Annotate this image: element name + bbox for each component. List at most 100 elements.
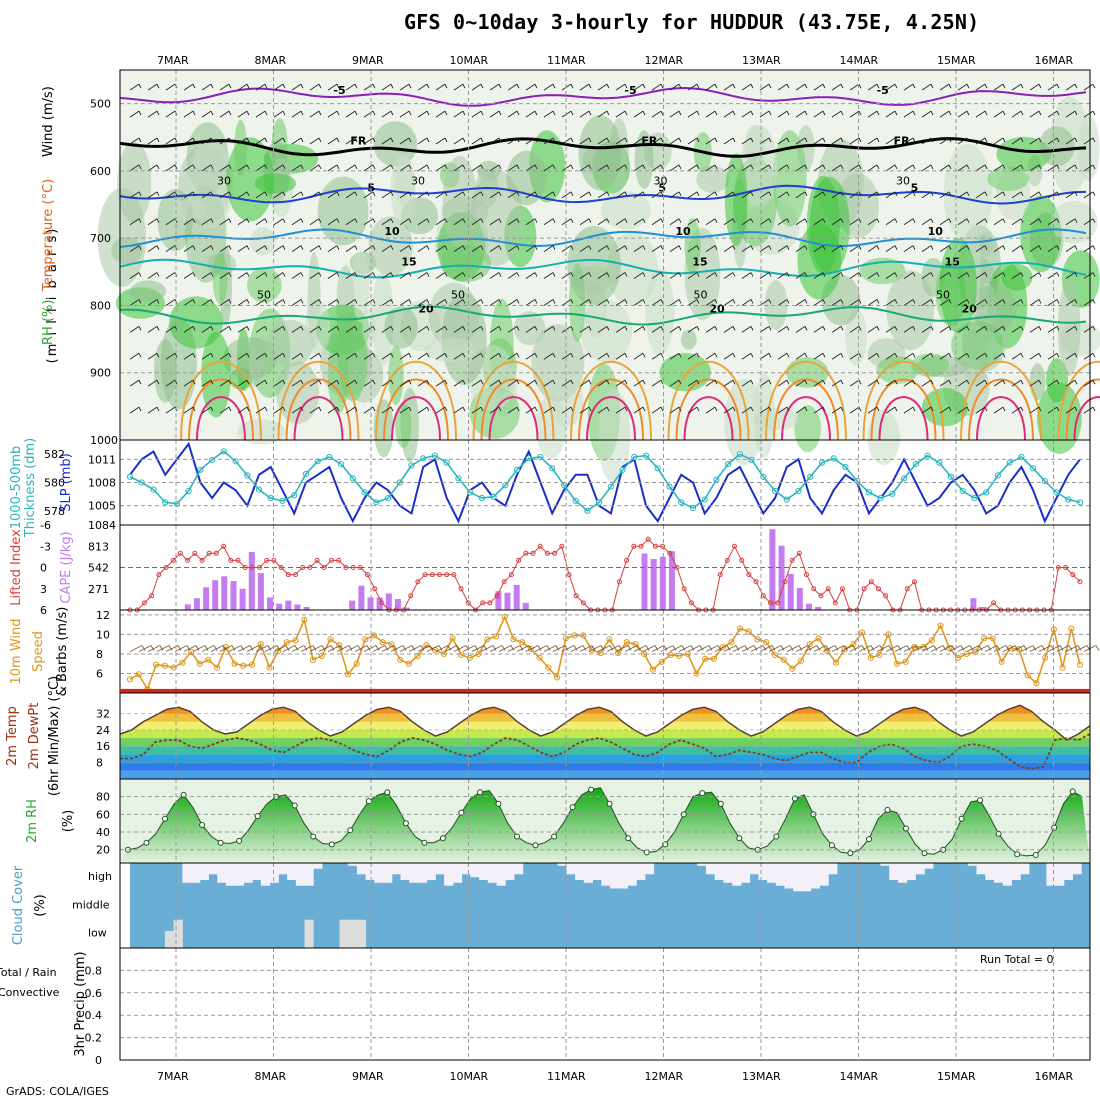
rh-point (588, 786, 595, 793)
wind-barb-10m (624, 645, 641, 652)
li-point (876, 586, 881, 592)
wind-barb (651, 272, 664, 279)
wind-barb (219, 137, 232, 145)
side-axis-label: Lifted Index (9, 529, 24, 606)
contour-label: 20 (962, 303, 978, 316)
wind-barb (507, 325, 520, 333)
wind-barb (615, 299, 628, 306)
wind-barb (903, 164, 916, 172)
wind-barb (147, 164, 160, 172)
wind-barb (651, 352, 664, 360)
wind-barb (435, 352, 448, 360)
rh-shading (659, 353, 711, 392)
rh-point (884, 806, 891, 813)
wind-barb (867, 379, 880, 387)
rh-point (699, 790, 706, 797)
cape-bar (349, 600, 356, 610)
wind-barb (705, 83, 718, 91)
axis-label: SLP (mb) (59, 453, 74, 512)
rh-shading (234, 119, 248, 178)
rh-point (847, 850, 854, 857)
li-point (516, 557, 522, 563)
wind-barb (723, 191, 736, 199)
wind-barb (489, 83, 502, 91)
heating-contour (285, 378, 352, 441)
wind-barb (255, 272, 268, 279)
heating-contour (1065, 378, 1100, 441)
wind-barb (1065, 83, 1078, 91)
wind-barb-10m (525, 645, 542, 652)
wind-barb (237, 191, 250, 199)
wind-barb (687, 164, 700, 172)
rh-contour-label: 50 (694, 289, 708, 302)
wind-barb-10m (606, 645, 623, 652)
wind-barb-10m (498, 645, 515, 652)
axis-label: Lifted Index (9, 529, 24, 606)
cloud-high-gap (1055, 863, 1065, 886)
date-label-bottom: 14MAR (840, 1070, 879, 1083)
wind-barb (723, 325, 736, 333)
heating-contour (781, 396, 831, 441)
wind-barb (813, 191, 826, 199)
wind-barb-10m (1047, 645, 1064, 652)
wind-barb (129, 406, 142, 414)
heating-contour (773, 378, 839, 441)
cloud-high-gap (557, 863, 567, 866)
wind-barb (669, 191, 682, 199)
cape-bar (495, 591, 502, 610)
cloud-high-gap (898, 863, 908, 883)
cloud-high-gap (1063, 863, 1073, 880)
wind-barb (903, 191, 916, 199)
wind-barb (399, 83, 412, 91)
wind-barb (525, 110, 538, 118)
wind-barb (1029, 352, 1042, 360)
wind-barb-10m (372, 645, 389, 652)
wind-barb (777, 325, 790, 333)
heating-contour (878, 396, 929, 441)
wind-barb (597, 299, 610, 306)
thickness-tick-label: 578 (44, 505, 65, 518)
wind-barb (939, 272, 952, 279)
wind-barb (759, 83, 772, 91)
wind-barb (867, 191, 880, 199)
wind-barb (1011, 110, 1024, 118)
rh-shading (442, 155, 478, 249)
wind-barb (309, 299, 322, 306)
side-axis-label: 3hr Precip (mm) (73, 951, 88, 1056)
wind-barb (525, 83, 538, 91)
wind-barb (147, 110, 160, 118)
wind-barb (741, 137, 754, 145)
li-point (177, 550, 183, 556)
wind-barb-10m (246, 645, 263, 652)
rh-contour-label: 50 (936, 289, 950, 302)
heating-contour (293, 396, 344, 441)
wind-barb (489, 272, 502, 279)
heating-contour (1057, 361, 1100, 441)
li-point (1070, 572, 1076, 578)
wind-barb (147, 218, 160, 226)
wind-barb (939, 83, 952, 91)
li-point (832, 600, 838, 606)
wind-barb (345, 191, 358, 199)
wind-barb (291, 325, 304, 333)
wind-barb (885, 137, 898, 145)
rh-point (384, 789, 391, 796)
rh-shading (600, 191, 651, 230)
axis-label: (m i l l i b a r s) (45, 227, 60, 364)
wind-barb (1047, 325, 1060, 333)
wind-barb (849, 406, 862, 414)
wind-barb (741, 406, 754, 414)
contour-label: 15 (401, 255, 416, 268)
wind-barb (525, 218, 538, 226)
wind-barb (957, 110, 970, 118)
heating-contour (375, 361, 457, 441)
wind-barb (615, 191, 628, 199)
side-axis-label: Speed (31, 631, 46, 672)
wind-barb-10m (354, 645, 371, 652)
wind-barb (813, 325, 826, 333)
wind-barb (705, 245, 718, 253)
cape-bar (385, 593, 392, 610)
wind-barb (129, 218, 142, 226)
wind-barb (795, 379, 808, 387)
wind-barb-10m (795, 645, 812, 652)
